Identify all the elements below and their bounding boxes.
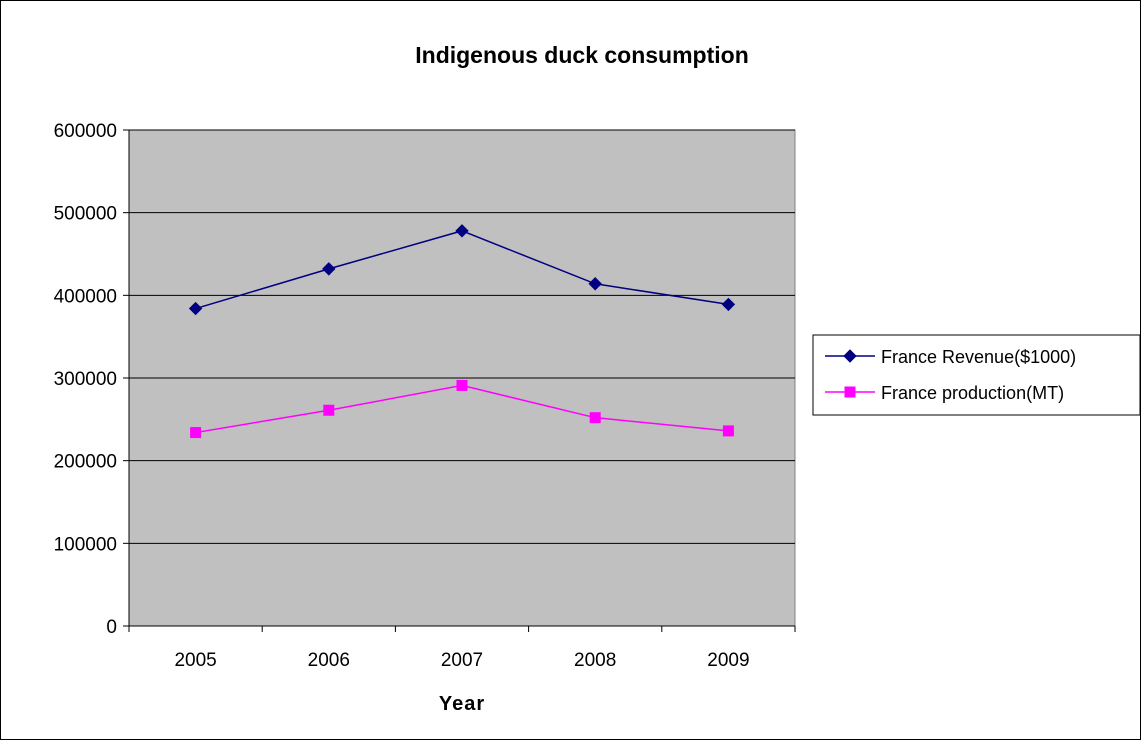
y-tick-label: 400000 (54, 286, 117, 307)
x-tick-label: 2005 (174, 650, 216, 671)
y-tick-label: 600000 (54, 121, 117, 142)
axes: 0 100000 200000 300000 400000 500000 600000 200… (54, 121, 796, 671)
legend-marker (844, 386, 856, 398)
data-point (721, 297, 736, 312)
legend-item: France production(MT) (825, 383, 1064, 403)
data-point (323, 404, 335, 416)
data-point (722, 425, 734, 437)
series-1 (188, 224, 736, 316)
x-tick-label: 2008 (574, 650, 616, 671)
y-tick-label: 200000 (54, 452, 117, 473)
legend-item: France Revenue($1000) (825, 347, 1076, 367)
chart-title: Indigenous duck consumption (415, 42, 749, 68)
y-tick-label: 300000 (54, 369, 117, 390)
y-tick-label: 100000 (54, 534, 117, 555)
data-point (456, 379, 468, 391)
data-point (188, 301, 203, 316)
x-tick-label: 2009 (707, 650, 749, 671)
data-point (588, 277, 602, 291)
x-tick-label: 2006 (308, 650, 350, 671)
legend-label: France Revenue($1000) (881, 347, 1076, 367)
legend-marker (843, 349, 857, 363)
y-tick-label: 500000 (54, 204, 117, 225)
series-layer (188, 224, 736, 439)
gridlines (129, 129, 795, 544)
data-point (455, 224, 469, 238)
data-point (589, 412, 601, 424)
x-axis-title: Year (439, 693, 485, 715)
legend-box (812, 334, 1141, 416)
data-point (322, 262, 336, 276)
data-point (190, 427, 202, 439)
legend: France Revenue($1000) France production(M… (812, 334, 1141, 416)
legend-label: France production(MT) (881, 383, 1064, 403)
y-tick-label: 0 (106, 617, 117, 638)
x-tick-label: 2007 (441, 650, 483, 671)
series-2 (190, 379, 734, 439)
